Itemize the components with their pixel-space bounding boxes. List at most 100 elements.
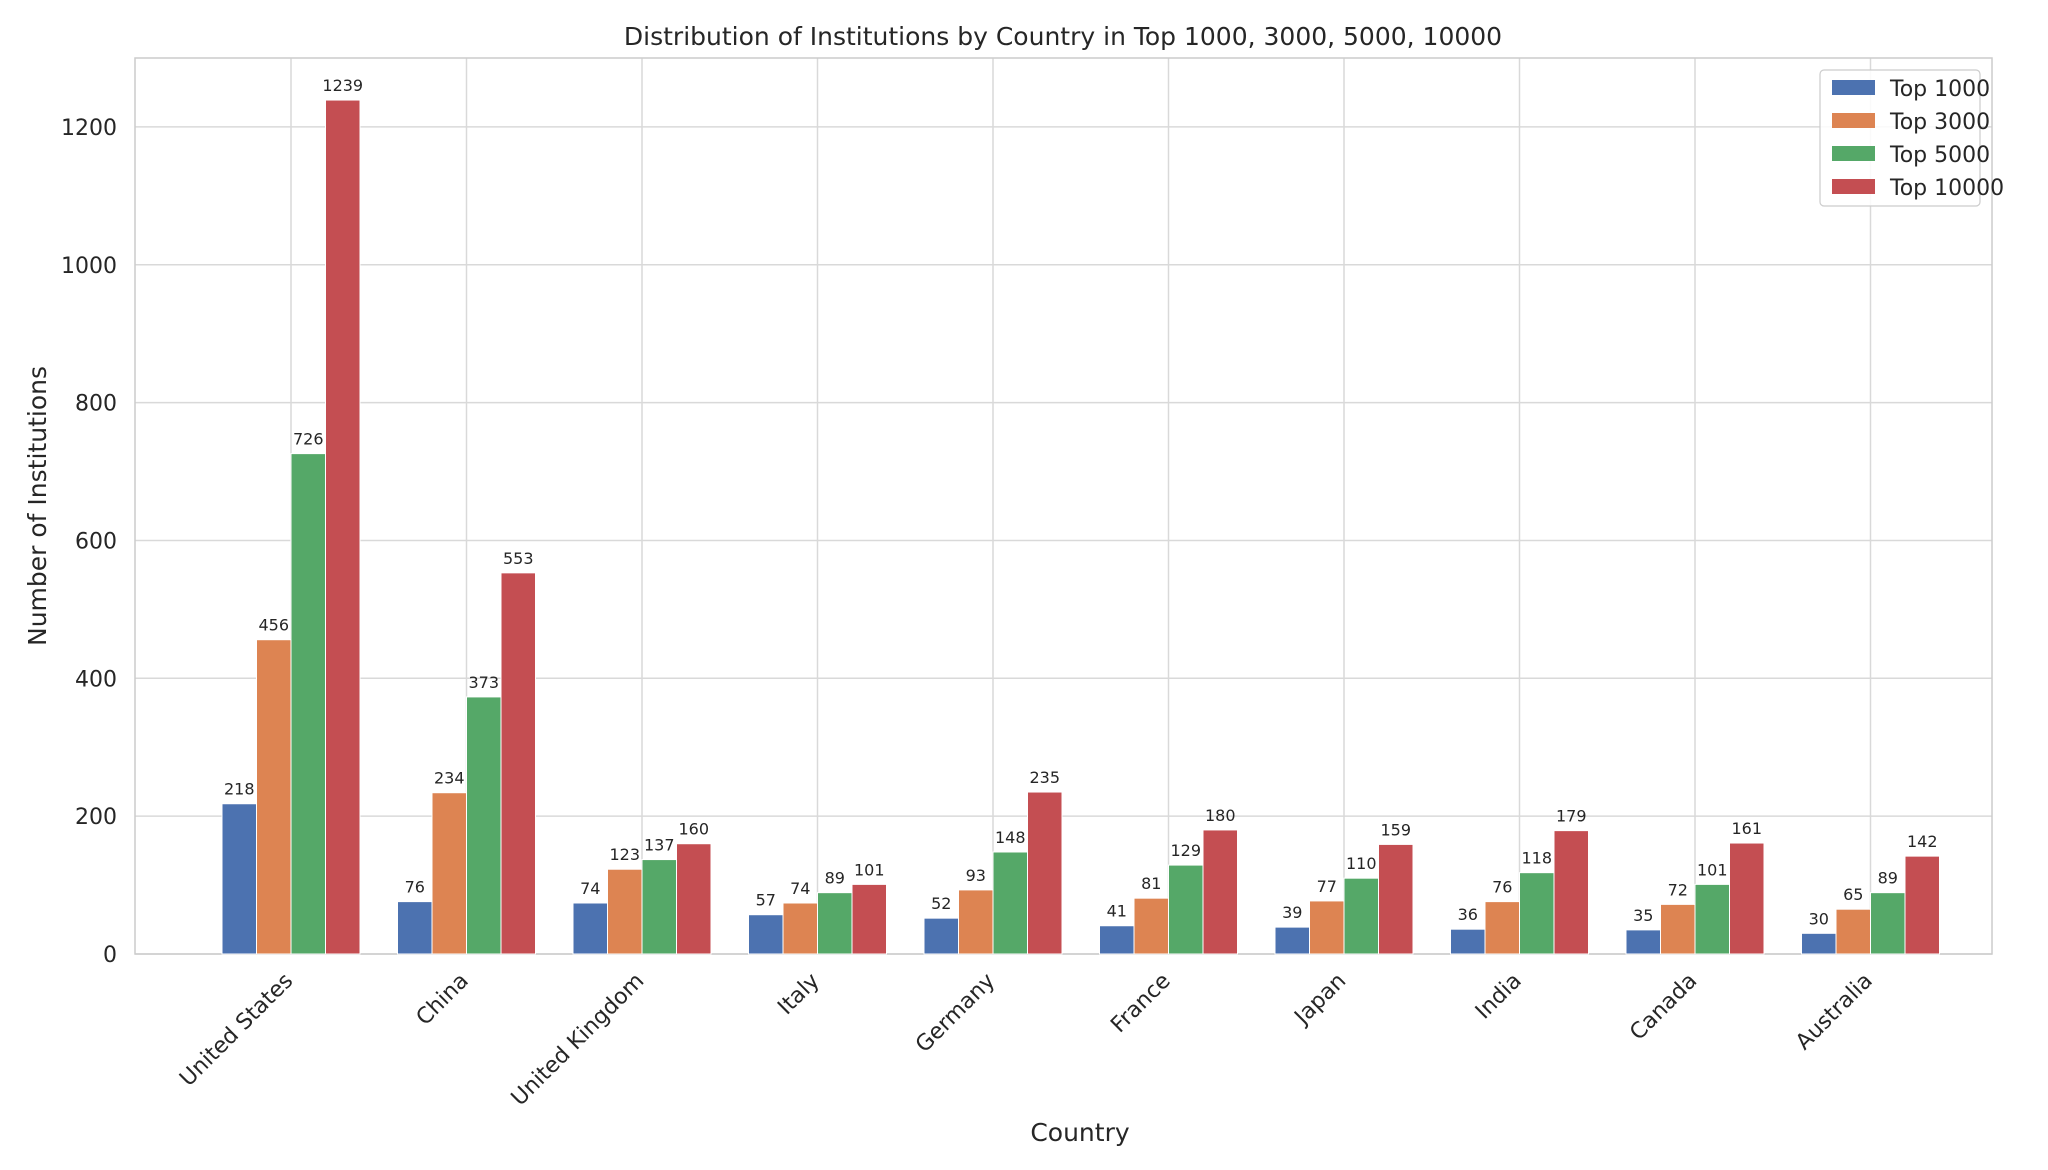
legend-frame: [1819, 69, 1981, 207]
data-label: 30: [1809, 909, 1829, 928]
bar: [1904, 855, 1940, 955]
data-label: 160: [678, 820, 709, 839]
bar: [923, 917, 959, 955]
bar: [1835, 908, 1871, 955]
bar: [1553, 830, 1589, 955]
bar: [851, 883, 887, 955]
data-label: 148: [995, 828, 1026, 847]
bar: [1870, 892, 1906, 955]
bar: [325, 99, 361, 955]
chart-title: Distribution of Institutions by Country …: [624, 22, 1502, 51]
bar: [221, 803, 257, 955]
data-label: 77: [1317, 877, 1337, 896]
x-tick-label: United States: [175, 969, 298, 1092]
legend-label: Top 3000: [1889, 110, 1990, 135]
y-tick-label: 0: [103, 943, 117, 968]
legend-label: Top 5000: [1889, 143, 1990, 168]
grid: [135, 58, 1992, 955]
legend-swatch: [1832, 179, 1875, 194]
bar: [1729, 842, 1765, 955]
x-tick-label: India: [1471, 969, 1527, 1025]
y-tick-label: 400: [75, 667, 117, 692]
legend-swatch: [1832, 146, 1875, 161]
data-label: 129: [1170, 841, 1201, 860]
data-label: 52: [931, 894, 951, 913]
data-label: 36: [1458, 905, 1478, 924]
bar: [607, 868, 643, 955]
bar: [1343, 877, 1379, 955]
data-label: 180: [1205, 806, 1236, 825]
data-label: 235: [1029, 768, 1060, 787]
x-tick-label: Canada: [1625, 969, 1702, 1046]
bar: [1519, 872, 1555, 955]
y-tick-label: 600: [75, 529, 117, 554]
legend-swatch: [1832, 113, 1875, 128]
data-label: 218: [224, 780, 255, 799]
bar: [397, 901, 433, 955]
data-label: 101: [1697, 860, 1728, 879]
plot-background: [135, 58, 1992, 954]
bar: [572, 902, 608, 955]
data-label: 39: [1282, 903, 1302, 922]
bar: [817, 892, 853, 955]
data-label: 35: [1633, 906, 1653, 925]
legend-label: Top 1000: [1889, 77, 1990, 102]
y-tick-label: 800: [75, 392, 117, 417]
y-tick-label: 200: [75, 805, 117, 830]
bar: [466, 696, 502, 955]
y-axis-label: Number of Institutions: [23, 366, 52, 646]
data-label: 76: [405, 878, 425, 897]
data-label: 726: [293, 430, 324, 449]
data-label: 74: [790, 879, 810, 898]
x-axis-ticks: United States China United Kingdom Italy Ger…: [175, 969, 1878, 1112]
data-label: 101: [854, 860, 885, 879]
data-label: 89: [825, 869, 845, 888]
data-labels: 218 76 74 57 52 41 39 36 35 30 456 234 123 74 93 81 77 76…: [224, 76, 1938, 928]
data-label: 553: [503, 549, 534, 568]
data-label: 65: [1843, 885, 1863, 904]
data-label: 159: [1380, 820, 1411, 839]
y-axis-ticks: 0 200 400 600 800 1000 1200: [61, 116, 117, 968]
legend: Top 1000 Top 3000 Top 5000 Top 10000: [1819, 69, 2004, 207]
data-label: 57: [756, 891, 776, 910]
bar: [992, 851, 1028, 955]
bar: [782, 902, 818, 955]
bars: [221, 99, 1940, 955]
data-label: 81: [1141, 874, 1161, 893]
data-label: 89: [1878, 869, 1898, 888]
bar: [1378, 843, 1414, 955]
data-label: 456: [258, 616, 289, 635]
bar: [676, 843, 712, 955]
bar: [290, 453, 326, 955]
x-tick-label: Australia: [1791, 969, 1877, 1055]
legend-label: Top 10000: [1889, 176, 2004, 201]
bar: [1168, 864, 1204, 955]
data-label: 179: [1556, 807, 1587, 826]
bar: [958, 889, 994, 955]
bar: [1133, 897, 1169, 955]
data-label: 373: [468, 673, 499, 692]
bar: [1274, 926, 1310, 955]
data-label: 137: [644, 836, 675, 855]
bar: [256, 639, 292, 955]
data-label: 118: [1521, 849, 1552, 868]
data-label: 142: [1907, 832, 1938, 851]
plot-frame: [134, 57, 1993, 955]
x-tick-label: Germany: [911, 969, 1000, 1058]
x-tick-label: Japan: [1289, 969, 1351, 1031]
data-label: 93: [966, 866, 986, 885]
data-label: 76: [1492, 878, 1512, 897]
x-tick-label: Italy: [773, 969, 824, 1020]
data-label: 41: [1107, 902, 1127, 921]
bar: [1099, 925, 1135, 955]
bar: [641, 859, 677, 955]
x-tick-label: France: [1106, 969, 1175, 1038]
legend-swatch: [1832, 80, 1875, 95]
bar: [1625, 929, 1661, 955]
data-label: 1239: [322, 76, 363, 95]
data-label: 123: [609, 845, 640, 864]
data-label: 110: [1346, 854, 1377, 873]
bar: [1801, 932, 1837, 955]
data-label: 234: [434, 769, 465, 788]
